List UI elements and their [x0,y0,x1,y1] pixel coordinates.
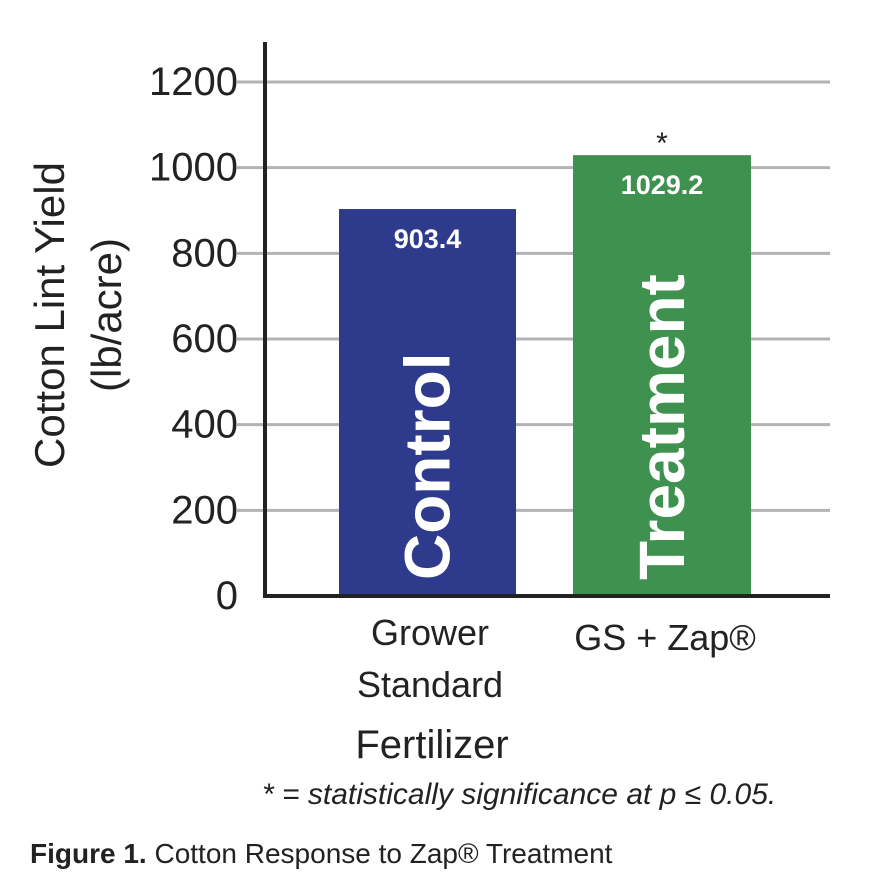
y-tick-label: 800 [171,231,238,275]
bar-inner-label: Treatment [626,274,698,580]
bar [573,155,751,596]
figure-number: Figure 1. [30,838,147,869]
category-label: GS + Zap® [574,617,756,658]
bars: 903.4 Control 1029.2 Treatment * [339,127,751,596]
y-tick-label: 200 [171,488,238,532]
y-axis-label-line: (lb/acre) [83,238,130,392]
bar-value-label: 903.4 [394,224,462,254]
axes [263,42,830,598]
y-tick-label: 1000 [149,146,238,190]
bar [339,209,516,596]
y-tick-label: 0 [216,574,238,618]
x-axis-label: Fertilizer [355,723,508,767]
category-label: Standard [357,664,503,705]
axis-labels: Grower Standard GS + Zap® Fertilizer Cotton … [26,162,756,767]
figure-caption: Figure 1. Cotton Response to Zap® Treatm… [30,838,612,870]
figure-title: Cotton Response to Zap® Treatment [146,838,613,869]
y-tick-label: 1200 [149,60,238,104]
y-tick-label: 600 [171,317,238,361]
y-tick-labels: 0 200 400 600 800 1000 1200 [149,60,238,618]
significance-marker: * [656,127,668,160]
y-axis-label-line: Cotton Lint Yield [26,162,73,468]
y-tick-label: 400 [171,403,238,447]
category-label: Grower [371,612,489,653]
bar-value-label: 1029.2 [621,170,704,200]
significance-footnote: * = statistically significance at p ≤ 0.… [262,778,777,811]
bar-inner-label: Control [392,353,464,581]
